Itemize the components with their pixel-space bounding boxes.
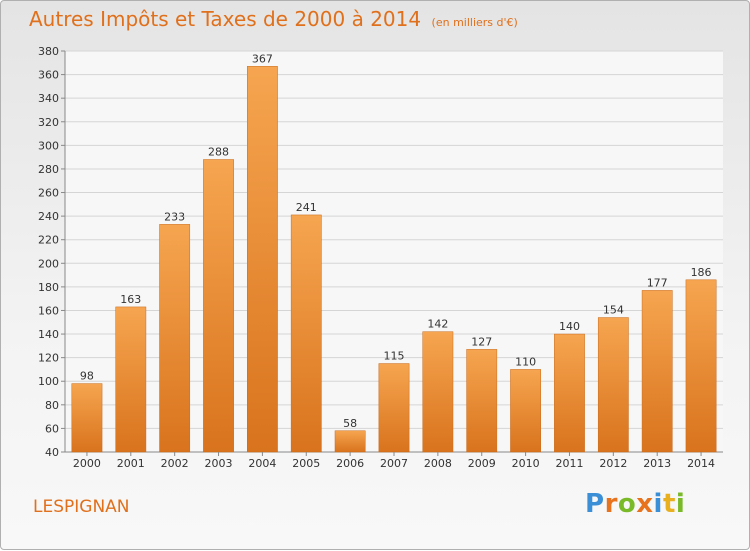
x-tick-label: 2011 <box>555 457 583 470</box>
y-tick-label: 200 <box>38 257 59 270</box>
bar-value-label: 142 <box>427 318 448 331</box>
x-tick-label: 2014 <box>687 457 715 470</box>
chart-title-block: Autres Impôts et Taxes de 2000 à 2014 (e… <box>29 7 518 31</box>
bar-value-label: 177 <box>647 276 668 289</box>
bar <box>290 214 322 453</box>
commune-name: LESPIGNAN <box>33 497 130 517</box>
x-tick-label: 2004 <box>248 457 276 470</box>
bar-value-label: 233 <box>164 210 185 223</box>
x-tick-label: 2008 <box>424 457 452 470</box>
y-tick-label: 120 <box>38 352 59 365</box>
bar-value-label: 241 <box>296 201 317 214</box>
bar <box>685 279 717 453</box>
bar-value-label: 98 <box>80 370 94 383</box>
x-tick-label: 2010 <box>512 457 540 470</box>
bar <box>334 430 366 453</box>
y-tick-label: 60 <box>45 422 59 435</box>
bar <box>71 383 103 453</box>
x-tick-label: 2007 <box>380 457 408 470</box>
y-tick-label: 140 <box>38 328 59 341</box>
bar-value-label: 186 <box>691 266 712 279</box>
logo-letter: o <box>617 489 637 519</box>
y-tick-label: 340 <box>38 92 59 105</box>
bar <box>554 333 585 453</box>
y-tick-label: 100 <box>38 375 59 388</box>
logo-letter: i <box>653 489 663 519</box>
x-tick-label: 2012 <box>599 457 627 470</box>
y-tick-label: 160 <box>38 304 59 317</box>
chart-title: Autres Impôts et Taxes de 2000 à 2014 <box>29 7 422 31</box>
bar-value-label: 115 <box>384 350 405 363</box>
bar-value-label: 58 <box>343 417 357 430</box>
bar-value-label: 154 <box>603 304 624 317</box>
y-tick-label: 300 <box>38 139 59 152</box>
bar <box>510 369 541 453</box>
y-tick-label: 40 <box>45 446 59 459</box>
bar <box>466 349 498 453</box>
x-tick-label: 2005 <box>292 457 320 470</box>
bar-value-label: 110 <box>515 355 536 368</box>
bar <box>203 159 234 453</box>
x-tick-label: 2013 <box>643 457 671 470</box>
logo-letter: x <box>636 489 654 519</box>
logo-letter: i <box>675 489 686 519</box>
bar <box>378 363 410 453</box>
y-tick-label: 280 <box>38 163 59 176</box>
x-tick-label: 2003 <box>205 457 233 470</box>
x-tick-label: 2002 <box>161 457 189 470</box>
logo-letter: t <box>662 489 676 519</box>
bar <box>247 66 278 453</box>
bar-value-label: 163 <box>120 293 141 306</box>
y-tick-label: 220 <box>38 234 59 247</box>
y-tick-label: 380 <box>38 45 59 58</box>
chart-subtitle: (en milliers d'€) <box>431 16 518 29</box>
y-tick-label: 320 <box>38 116 59 129</box>
bar <box>641 290 673 453</box>
logo-letter: P <box>585 489 605 519</box>
y-tick-label: 260 <box>38 187 59 200</box>
proxiti-logo: Proxiti <box>585 489 685 519</box>
bar <box>597 317 629 453</box>
bar <box>115 306 147 453</box>
logo-letter: r <box>604 489 618 519</box>
y-tick-label: 80 <box>45 399 59 412</box>
bar-value-label: 127 <box>471 335 492 348</box>
bar <box>422 331 454 453</box>
y-tick-label: 240 <box>38 210 59 223</box>
bar <box>159 224 191 453</box>
y-tick-label: 360 <box>38 69 59 82</box>
bar-value-label: 367 <box>252 52 273 65</box>
x-tick-label: 2009 <box>468 457 496 470</box>
x-tick-label: 2006 <box>336 457 364 470</box>
y-tick-label: 180 <box>38 281 59 294</box>
x-tick-label: 2000 <box>73 457 101 470</box>
bar-value-label: 288 <box>208 146 229 159</box>
bar-value-label: 140 <box>559 320 580 333</box>
x-tick-label: 2001 <box>117 457 145 470</box>
